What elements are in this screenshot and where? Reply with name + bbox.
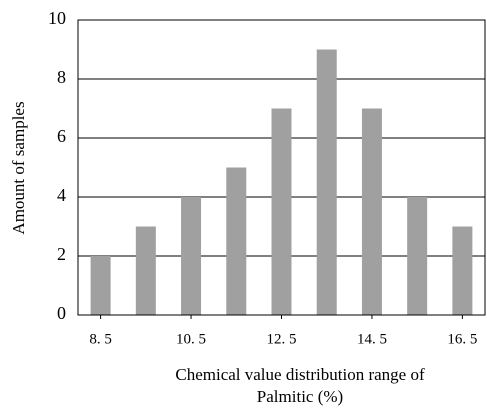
x-axis-label: Chemical value distribution range of xyxy=(175,365,425,384)
bar xyxy=(407,197,428,315)
bar xyxy=(452,226,473,315)
y-tick-label: 0 xyxy=(57,303,66,323)
x-tick-label: 14. 5 xyxy=(357,331,387,347)
x-tick-label: 16. 5 xyxy=(447,331,477,347)
bar xyxy=(361,108,382,315)
bar xyxy=(90,256,111,315)
y-tick-label: 6 xyxy=(57,126,66,146)
y-axis-label: Amount of samples xyxy=(9,101,28,234)
y-tick-label: 2 xyxy=(57,244,66,264)
x-tick-label: 10. 5 xyxy=(176,331,206,347)
bar xyxy=(271,108,292,315)
x-tick-label: 8. 5 xyxy=(89,331,112,347)
bar xyxy=(316,49,337,315)
bar xyxy=(181,197,202,315)
plot-frame xyxy=(77,19,486,316)
bar xyxy=(226,167,247,315)
y-tick-label: 10 xyxy=(48,8,66,28)
y-tick-label: 4 xyxy=(57,185,66,205)
bar xyxy=(135,226,156,315)
y-tick-label: 8 xyxy=(57,67,66,87)
x-axis-label: Palmitic (%) xyxy=(257,387,343,406)
x-tick-label: 12. 5 xyxy=(267,331,297,347)
